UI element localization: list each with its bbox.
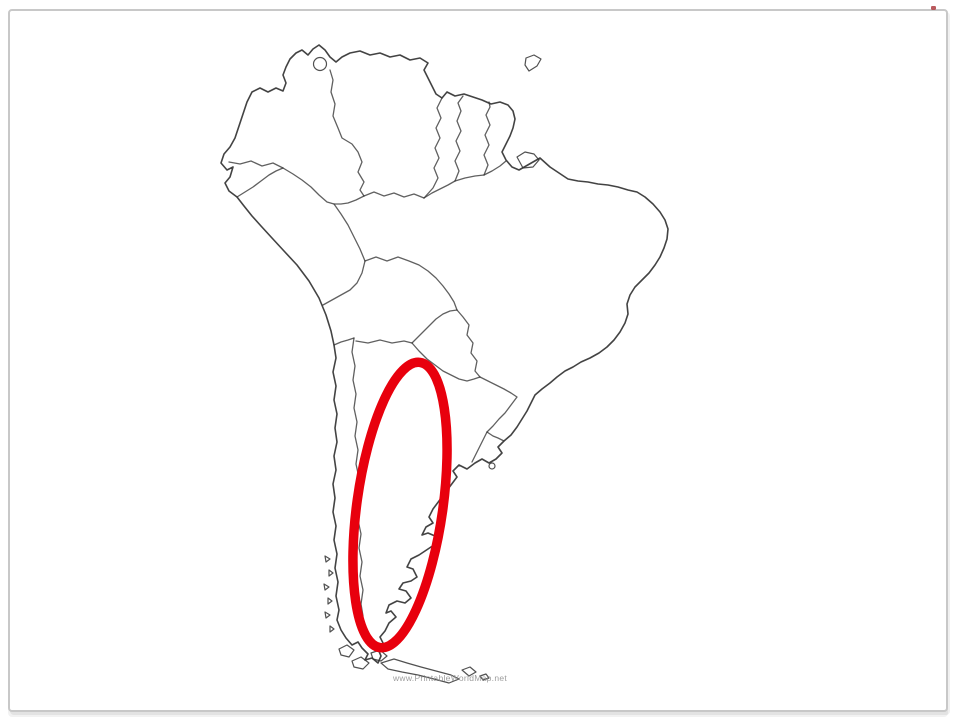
chilean-fjord-islets [323,555,335,633]
lake-maracaibo-outline [312,56,328,72]
slide-page [8,9,948,712]
country-borders [228,69,518,639]
marajo-island [516,151,540,169]
trinidad-island [524,54,542,72]
coastal-islet-uruguay [488,462,496,470]
highlight-ellipse [348,357,452,653]
map-outline [220,44,669,664]
map-watermark: www.PrintableWorldMap.net [392,673,507,683]
red-artifact-dot [931,6,936,10]
